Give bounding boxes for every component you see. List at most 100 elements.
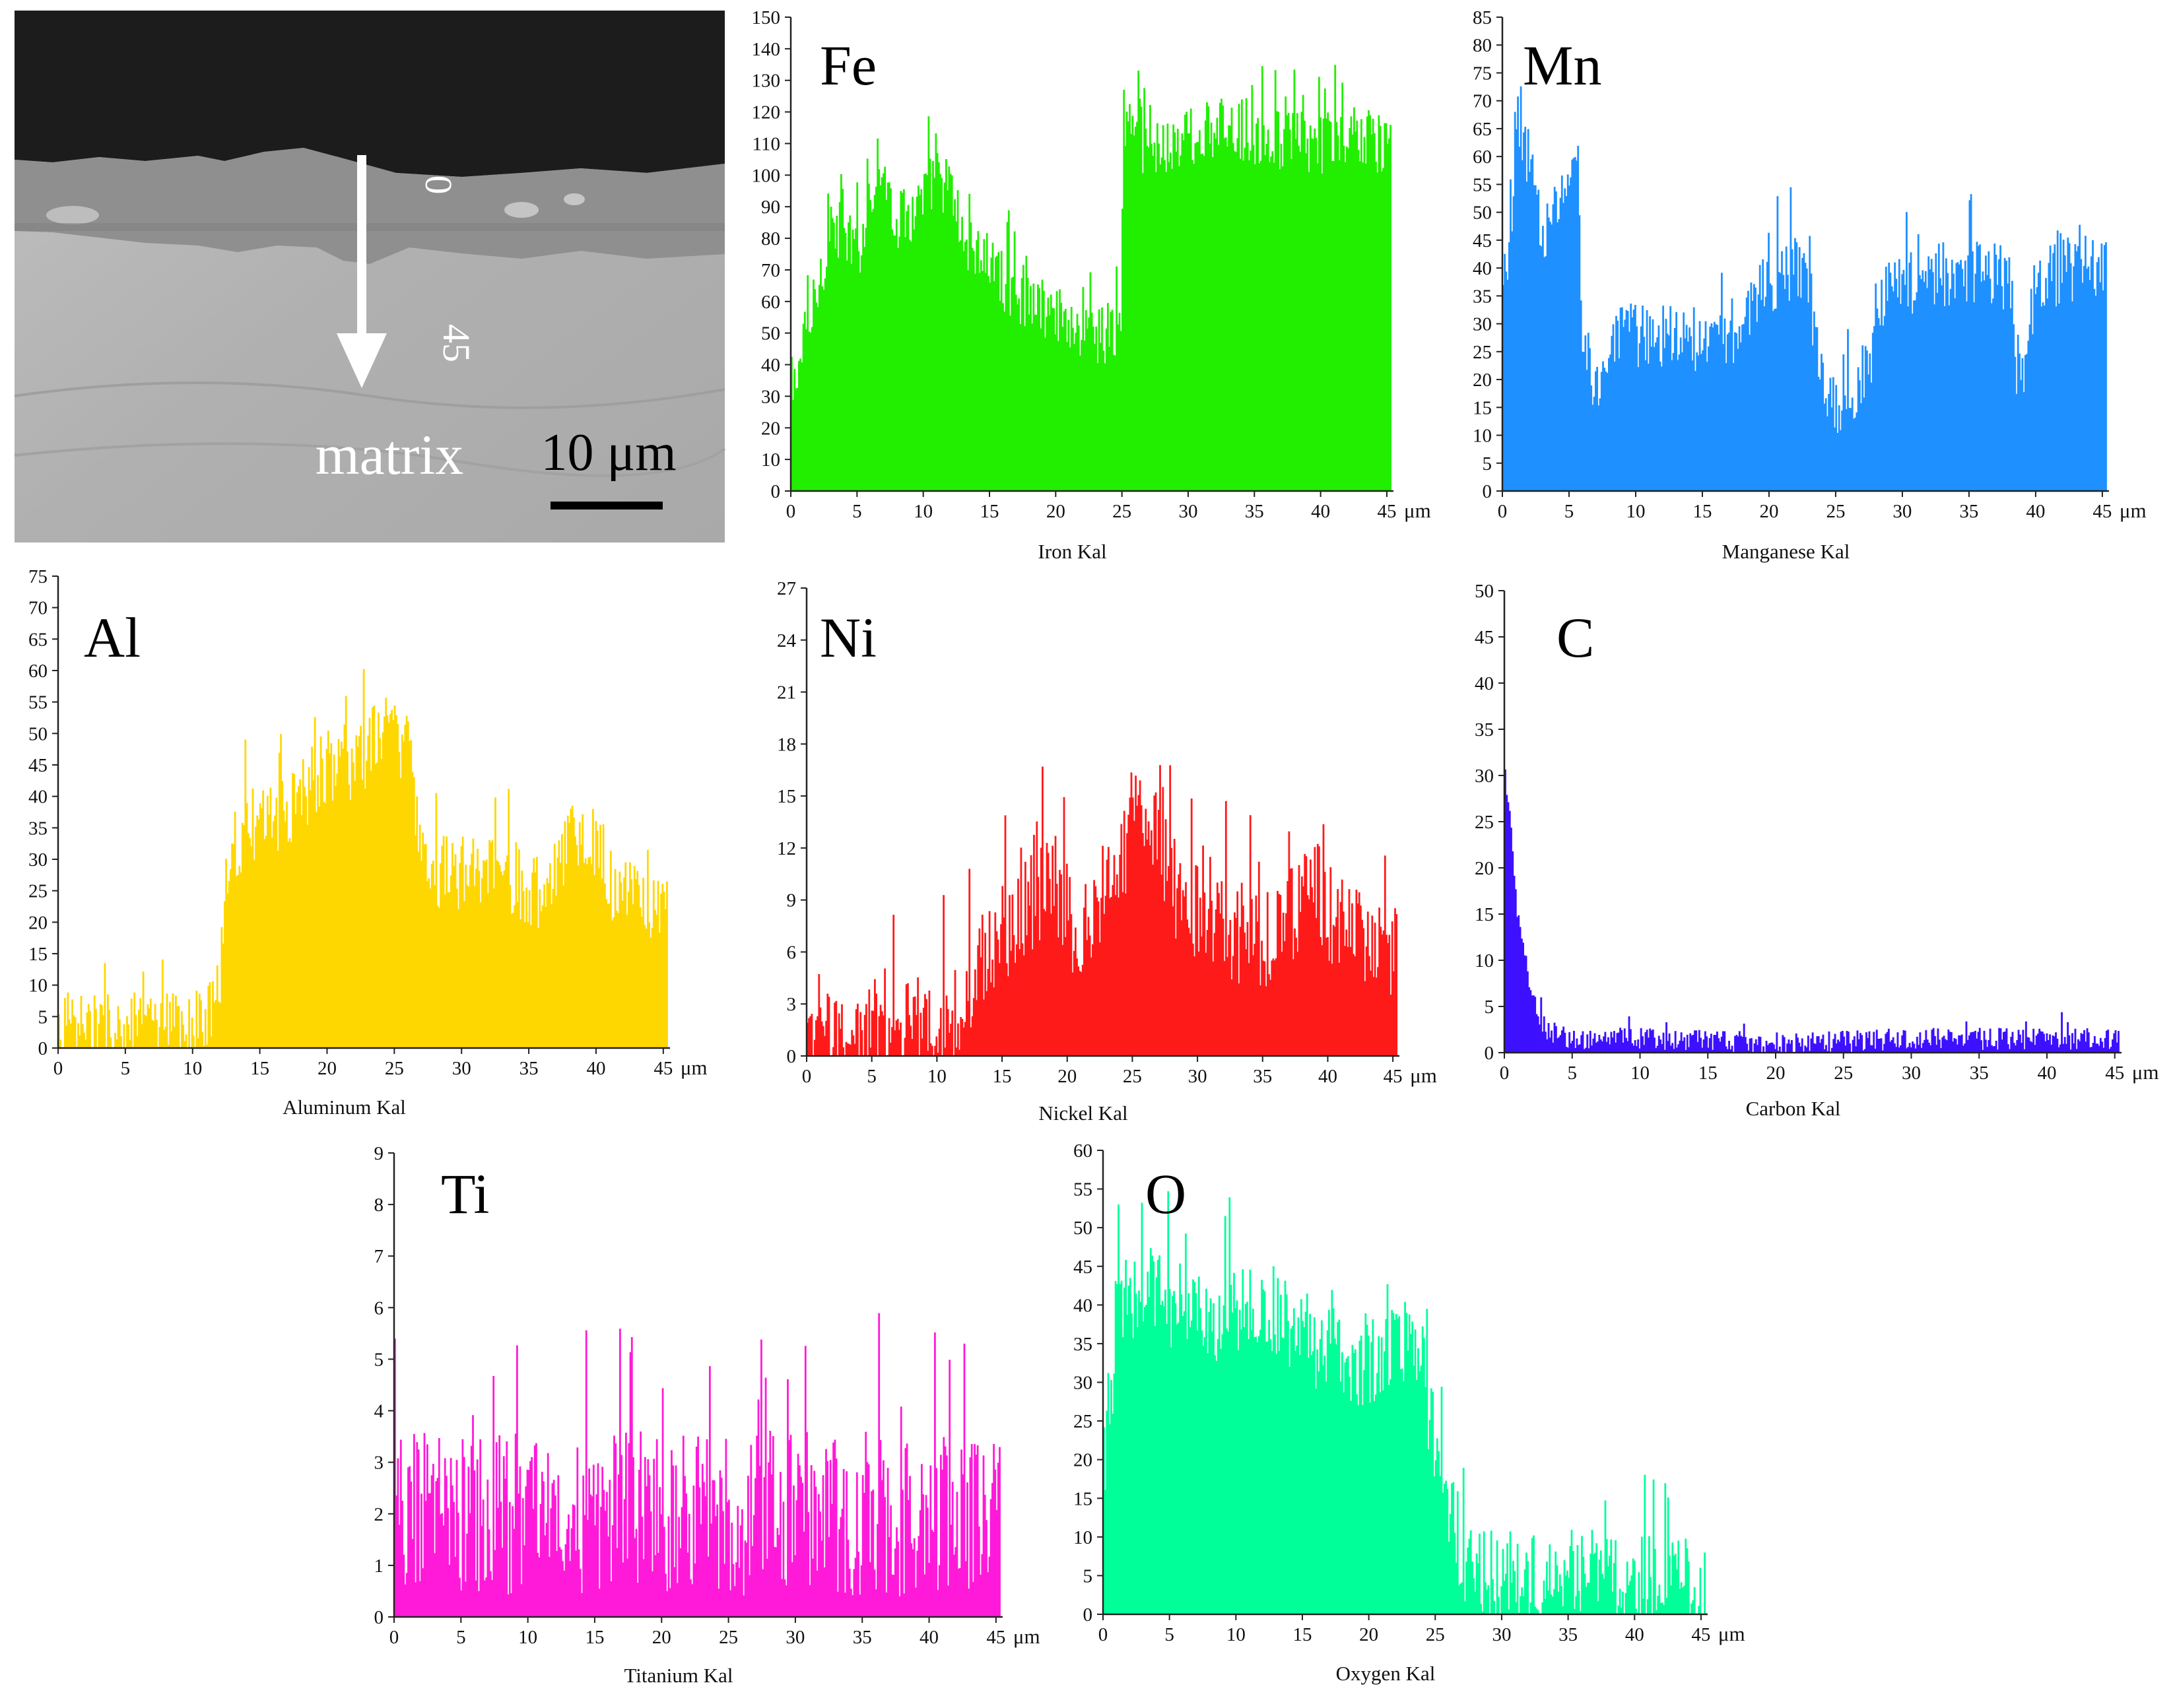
y-tick-label: 0 (787, 1046, 797, 1067)
y-tick-label: 6 (787, 942, 797, 963)
y-tick-label: 150 (752, 7, 781, 28)
scan-start-label: 0 (417, 176, 460, 195)
bar (884, 968, 886, 1056)
y-tick-label: 50 (28, 723, 48, 744)
y-tick-label: 55 (1073, 1179, 1092, 1200)
x-tick-label: 35 (519, 1058, 539, 1079)
y-tick-label: 21 (777, 682, 796, 704)
bar-series-ni (807, 765, 1397, 1056)
scale-bar-label: 10 μm (541, 424, 676, 482)
chart-caption: Nickel Kal (1038, 1101, 1127, 1125)
bar (205, 1009, 207, 1048)
y-tick-label: 25 (28, 881, 48, 902)
x-tick-label: 20 (1359, 1624, 1378, 1645)
x-tick-label: 15 (585, 1627, 604, 1648)
scale-bar (551, 502, 663, 509)
y-tick-label: 80 (761, 228, 780, 249)
y-tick-label: 55 (1473, 174, 1492, 195)
bar (1487, 1585, 1489, 1614)
y-tick-label: 18 (777, 734, 796, 755)
y-tick-label: 20 (28, 912, 48, 933)
bar (1638, 1572, 1640, 1614)
x-tick-label: 5 (1567, 1063, 1577, 1084)
x-tick-label: 5 (121, 1058, 131, 1079)
bar (193, 1035, 195, 1048)
bar (1694, 1587, 1696, 1614)
bar (811, 1014, 813, 1056)
bar (1634, 1561, 1636, 1614)
bar (178, 1006, 180, 1048)
y-tick-label: 85 (1473, 7, 1492, 28)
bar (1622, 1592, 1624, 1614)
x-tick-label: 10 (1630, 1063, 1650, 1084)
scan-end-label: 45 (435, 324, 478, 362)
y-tick-label: 30 (1473, 314, 1492, 335)
x-unit-label: μm (681, 1056, 708, 1079)
bar (1704, 1553, 1706, 1615)
inclusion (504, 202, 539, 218)
y-tick-label: 35 (1475, 719, 1494, 740)
bar (868, 989, 870, 1056)
x-tick-label: 45 (2105, 1063, 2124, 1084)
bar (1506, 1544, 1508, 1615)
bar-series-ti (394, 1313, 1001, 1617)
bar-series-o (1103, 1191, 1706, 1614)
x-tick-label: 10 (1626, 501, 1645, 522)
y-tick-label: 100 (752, 165, 781, 186)
y-tick-label: 0 (1083, 1604, 1093, 1626)
y-tick-label: 25 (1473, 342, 1492, 363)
y-tick-label: 10 (1073, 1527, 1092, 1548)
y-tick-label: 70 (28, 598, 48, 619)
y-tick-label: 45 (1073, 1257, 1092, 1278)
y-tick-label: 1 (374, 1556, 384, 1577)
y-tick-label: 90 (761, 197, 780, 218)
bar (2105, 242, 2107, 491)
bar (1517, 1544, 1519, 1614)
bar (1776, 1032, 1778, 1053)
x-tick-label: 0 (1500, 1063, 1510, 1084)
bar (156, 1020, 158, 1048)
y-tick-label: 9 (374, 1143, 384, 1164)
x-tick-label: 20 (1759, 501, 1778, 522)
y-tick-label: 30 (28, 849, 48, 870)
bar (75, 1017, 77, 1048)
x-tick-label: 25 (1426, 1624, 1445, 1645)
y-tick-label: 65 (1473, 119, 1492, 140)
y-tick-label: 20 (761, 418, 780, 439)
y-tick-label: 40 (761, 355, 780, 376)
bar (1389, 125, 1391, 491)
x-tick-label: 0 (389, 1627, 399, 1648)
y-tick-label: 70 (1473, 91, 1492, 112)
x-tick-label: 10 (1226, 1624, 1246, 1645)
y-tick-label: 50 (1073, 1218, 1092, 1239)
bar (865, 1004, 867, 1056)
x-tick-label: 15 (980, 501, 999, 522)
bar-series-c (1504, 770, 2120, 1053)
y-tick-label: 3 (787, 994, 797, 1015)
x-tick-label: 30 (1902, 1063, 1921, 1084)
y-tick-label: 5 (1483, 453, 1492, 475)
bar (1650, 1577, 1652, 1614)
y-tick-label: 75 (28, 566, 48, 587)
bar (917, 977, 919, 1056)
y-tick-label: 40 (1473, 258, 1492, 279)
x-tick-label: 5 (1564, 501, 1574, 522)
x-tick-label: 5 (867, 1066, 877, 1087)
inclusion (564, 193, 585, 205)
x-tick-label: 15 (993, 1066, 1012, 1087)
bar (900, 1022, 902, 1056)
y-tick-label: 25 (1475, 812, 1494, 833)
bar (1779, 1047, 1781, 1053)
x-unit-label: μm (2120, 499, 2147, 522)
bar (999, 1447, 1001, 1618)
bar (1700, 1568, 1702, 1615)
y-tick-label: 10 (1475, 950, 1494, 971)
bar (166, 993, 168, 1048)
x-tick-label: 20 (1046, 501, 1065, 522)
x-unit-label: μm (1404, 499, 1431, 522)
y-tick-label: 5 (1485, 997, 1494, 1018)
x-tick-label: 10 (927, 1066, 947, 1087)
bar (1615, 1540, 1617, 1614)
bar (1572, 1551, 1574, 1614)
